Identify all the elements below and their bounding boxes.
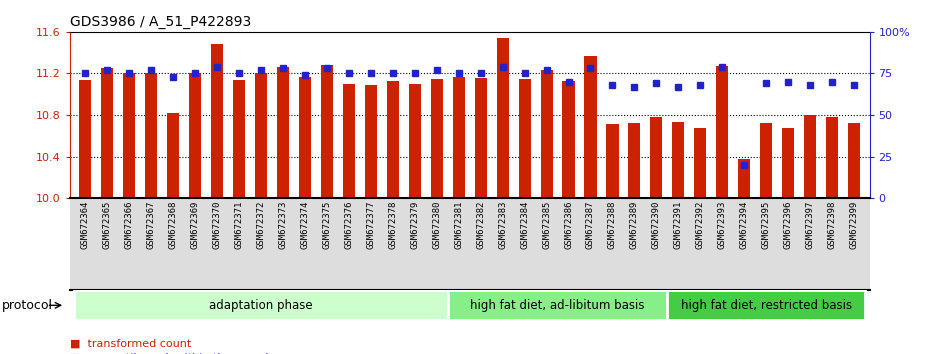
- Bar: [563, 81, 575, 198]
- Bar: [695, 127, 707, 198]
- Bar: [189, 74, 201, 198]
- Bar: [343, 84, 355, 198]
- Text: GSM672366: GSM672366: [125, 201, 134, 249]
- Bar: [232, 80, 245, 198]
- Text: GSM672377: GSM672377: [366, 201, 376, 249]
- Text: GSM672380: GSM672380: [432, 201, 441, 249]
- Text: high fat diet, ad-libitum basis: high fat diet, ad-libitum basis: [471, 299, 644, 312]
- Bar: [101, 68, 113, 198]
- Bar: [540, 70, 552, 198]
- Bar: [431, 79, 443, 198]
- Bar: [277, 67, 289, 198]
- Text: GSM672378: GSM672378: [388, 201, 397, 249]
- Text: GSM672373: GSM672373: [278, 201, 287, 249]
- Text: ■  percentile rank within the sample: ■ percentile rank within the sample: [70, 353, 275, 354]
- Text: GSM672368: GSM672368: [168, 201, 178, 249]
- Bar: [211, 44, 223, 198]
- Text: GSM672364: GSM672364: [81, 201, 89, 249]
- Text: ■  transformed count: ■ transformed count: [70, 338, 191, 348]
- Bar: [782, 127, 794, 198]
- Text: GDS3986 / A_51_P422893: GDS3986 / A_51_P422893: [70, 16, 251, 29]
- Bar: [584, 56, 596, 198]
- Text: GSM672376: GSM672376: [344, 201, 353, 249]
- Bar: [145, 74, 157, 198]
- Text: GSM672369: GSM672369: [191, 201, 200, 249]
- Text: GSM672371: GSM672371: [234, 201, 244, 249]
- Bar: [716, 66, 728, 198]
- Text: GSM672381: GSM672381: [454, 201, 463, 249]
- Bar: [167, 113, 179, 198]
- Bar: [672, 122, 684, 198]
- Bar: [453, 76, 465, 198]
- Bar: [255, 74, 267, 198]
- Text: GSM672384: GSM672384: [520, 201, 529, 249]
- Bar: [650, 117, 662, 198]
- Text: GSM672383: GSM672383: [498, 201, 507, 249]
- Text: GSM672386: GSM672386: [564, 201, 573, 249]
- Bar: [519, 79, 531, 198]
- Bar: [848, 124, 860, 198]
- Text: GSM672379: GSM672379: [410, 201, 419, 249]
- Text: GSM672365: GSM672365: [102, 201, 112, 249]
- Bar: [299, 76, 311, 198]
- Text: GSM672391: GSM672391: [674, 201, 683, 249]
- Bar: [408, 84, 420, 198]
- Bar: [629, 124, 641, 198]
- Bar: [760, 124, 772, 198]
- Text: GSM672396: GSM672396: [784, 201, 792, 249]
- Text: GSM672399: GSM672399: [850, 201, 858, 249]
- Text: GSM672382: GSM672382: [476, 201, 485, 249]
- Bar: [474, 78, 486, 198]
- Text: protocol: protocol: [2, 299, 53, 312]
- Text: GSM672375: GSM672375: [323, 201, 331, 249]
- Text: GSM672387: GSM672387: [586, 201, 595, 249]
- Bar: [804, 115, 817, 198]
- Bar: [447, 290, 668, 320]
- Bar: [74, 290, 447, 320]
- Text: GSM672395: GSM672395: [762, 201, 771, 249]
- Bar: [79, 80, 91, 198]
- Bar: [826, 117, 838, 198]
- Bar: [606, 124, 618, 198]
- Bar: [365, 85, 377, 198]
- Text: GSM672367: GSM672367: [147, 201, 155, 249]
- Text: high fat diet, restricted basis: high fat diet, restricted basis: [681, 299, 852, 312]
- Text: GSM672388: GSM672388: [608, 201, 617, 249]
- Text: GSM672370: GSM672370: [212, 201, 221, 249]
- Bar: [738, 159, 751, 198]
- Text: GSM672393: GSM672393: [718, 201, 727, 249]
- Text: GSM672372: GSM672372: [257, 201, 265, 249]
- Text: GSM672374: GSM672374: [300, 201, 310, 249]
- Text: GSM672392: GSM672392: [696, 201, 705, 249]
- Bar: [387, 81, 399, 198]
- Text: GSM672394: GSM672394: [739, 201, 749, 249]
- Text: GSM672397: GSM672397: [805, 201, 815, 249]
- Bar: [497, 38, 509, 198]
- Bar: [668, 290, 865, 320]
- Bar: [123, 74, 135, 198]
- Text: adaptation phase: adaptation phase: [209, 299, 312, 312]
- Text: GSM672390: GSM672390: [652, 201, 661, 249]
- Text: GSM672389: GSM672389: [630, 201, 639, 249]
- Text: GSM672398: GSM672398: [828, 201, 837, 249]
- Bar: [321, 65, 333, 198]
- Text: GSM672385: GSM672385: [542, 201, 551, 249]
